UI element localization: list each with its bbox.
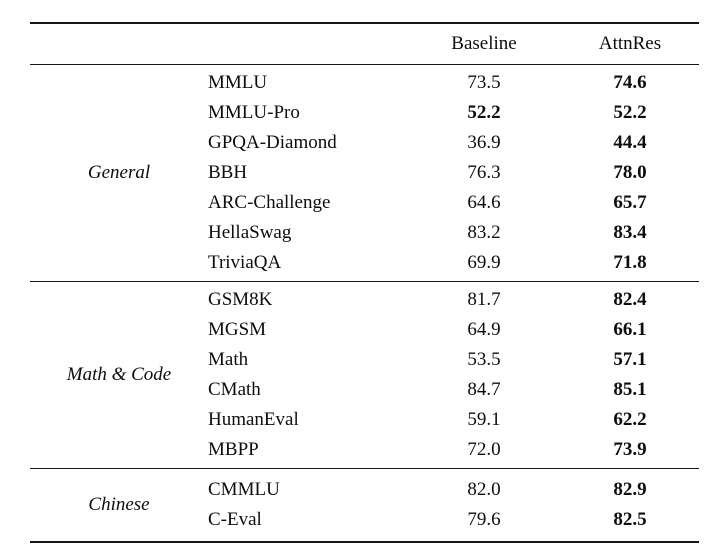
- benchmark-name: Math: [208, 349, 249, 370]
- table-row: CMath 84.7 85.1: [30, 375, 699, 405]
- baseline-value: 36.9: [467, 132, 501, 153]
- table-row: GSM8K 81.7 82.4: [30, 285, 699, 315]
- benchmark-name: ARC-Challenge: [208, 192, 331, 213]
- benchmark-name: MBPP: [208, 439, 259, 460]
- table-row: CMMLU 82.0 82.9: [30, 475, 699, 505]
- group-label-general: General: [87, 162, 151, 183]
- results-table: Baseline AttnRes General MMLU 73.5 74.6 …: [30, 22, 699, 543]
- baseline-value: 72.0: [467, 439, 501, 460]
- benchmark-name: C-Eval: [208, 509, 262, 530]
- baseline-value: 83.2: [467, 222, 501, 243]
- benchmark-name: MGSM: [208, 319, 267, 340]
- table-row: MBPP 72.0 73.9: [30, 435, 699, 465]
- baseline-value: 79.6: [467, 509, 501, 530]
- benchmark-name: TriviaQA: [208, 252, 282, 273]
- baseline-value: 52.2: [467, 102, 501, 123]
- table-row: C-Eval 79.6 82.5: [30, 505, 699, 535]
- baseline-value: 59.1: [467, 409, 501, 430]
- baseline-value: 64.6: [467, 192, 501, 213]
- baseline-value: 69.9: [467, 252, 501, 273]
- table-row: MMLU-Pro 52.2 52.2: [30, 98, 699, 128]
- baseline-value: 64.9: [467, 319, 501, 340]
- section-chinese: Chinese CMMLU 82.0 82.9 C-Eval 79.6 82.5: [30, 469, 699, 541]
- benchmark-name: HellaSwag: [208, 222, 292, 243]
- attnres-value: 71.8: [613, 252, 647, 273]
- table-row: BBH 76.3 78.0: [30, 158, 699, 188]
- benchmark-name: MMLU-Pro: [208, 102, 300, 123]
- column-header-baseline: Baseline: [451, 33, 517, 54]
- attnres-value: 74.6: [613, 72, 647, 93]
- attnres-value: 73.9: [613, 439, 647, 460]
- table-row: GPQA-Diamond 36.9 44.4: [30, 128, 699, 158]
- table-row: MMLU 73.5 74.6: [30, 68, 699, 98]
- baseline-value: 81.7: [467, 289, 501, 310]
- section-general: General MMLU 73.5 74.6 MMLU-Pro 52.2 52.…: [30, 65, 699, 282]
- attnres-value: 44.4: [613, 132, 647, 153]
- attnres-value: 66.1: [613, 319, 647, 340]
- baseline-value: 76.3: [467, 162, 501, 183]
- benchmark-name: MMLU: [208, 72, 268, 93]
- table-row: TriviaQA 69.9 71.8: [30, 248, 699, 278]
- attnres-value: 82.5: [613, 509, 647, 530]
- table-row: HellaSwag 83.2 83.4: [30, 218, 699, 248]
- benchmark-name: GSM8K: [208, 289, 273, 310]
- attnres-value: 78.0: [613, 162, 647, 183]
- column-header-attnres: AttnRes: [598, 33, 662, 54]
- attnres-value: 82.9: [613, 479, 647, 500]
- table-row: Math 53.5 57.1: [30, 345, 699, 375]
- attnres-value: 57.1: [613, 349, 647, 370]
- attnres-value: 82.4: [613, 289, 647, 310]
- table-row: ARC-Challenge 64.6 65.7: [30, 188, 699, 218]
- benchmark-name: BBH: [208, 162, 248, 183]
- section-math-code: Math & Code GSM8K 81.7 82.4 MGSM 64.9 66…: [30, 282, 699, 469]
- table-header: Baseline AttnRes: [30, 24, 699, 65]
- table-row: HumanEval 59.1 62.2: [30, 405, 699, 435]
- benchmark-name: HumanEval: [208, 409, 299, 430]
- group-label-chinese: Chinese: [88, 494, 150, 515]
- benchmark-name: CMath: [208, 379, 261, 400]
- baseline-value: 84.7: [467, 379, 501, 400]
- group-label-math-code: Math & Code: [66, 364, 172, 385]
- attnres-value: 52.2: [613, 102, 647, 123]
- baseline-value: 73.5: [467, 72, 501, 93]
- attnres-value: 62.2: [613, 409, 647, 430]
- baseline-value: 82.0: [467, 479, 501, 500]
- attnres-value: 83.4: [613, 222, 647, 243]
- benchmark-name: CMMLU: [208, 479, 280, 500]
- attnres-value: 85.1: [613, 379, 647, 400]
- baseline-value: 53.5: [467, 349, 501, 370]
- table-row: MGSM 64.9 66.1: [30, 315, 699, 345]
- benchmark-name: GPQA-Diamond: [208, 132, 337, 153]
- attnres-value: 65.7: [613, 192, 647, 213]
